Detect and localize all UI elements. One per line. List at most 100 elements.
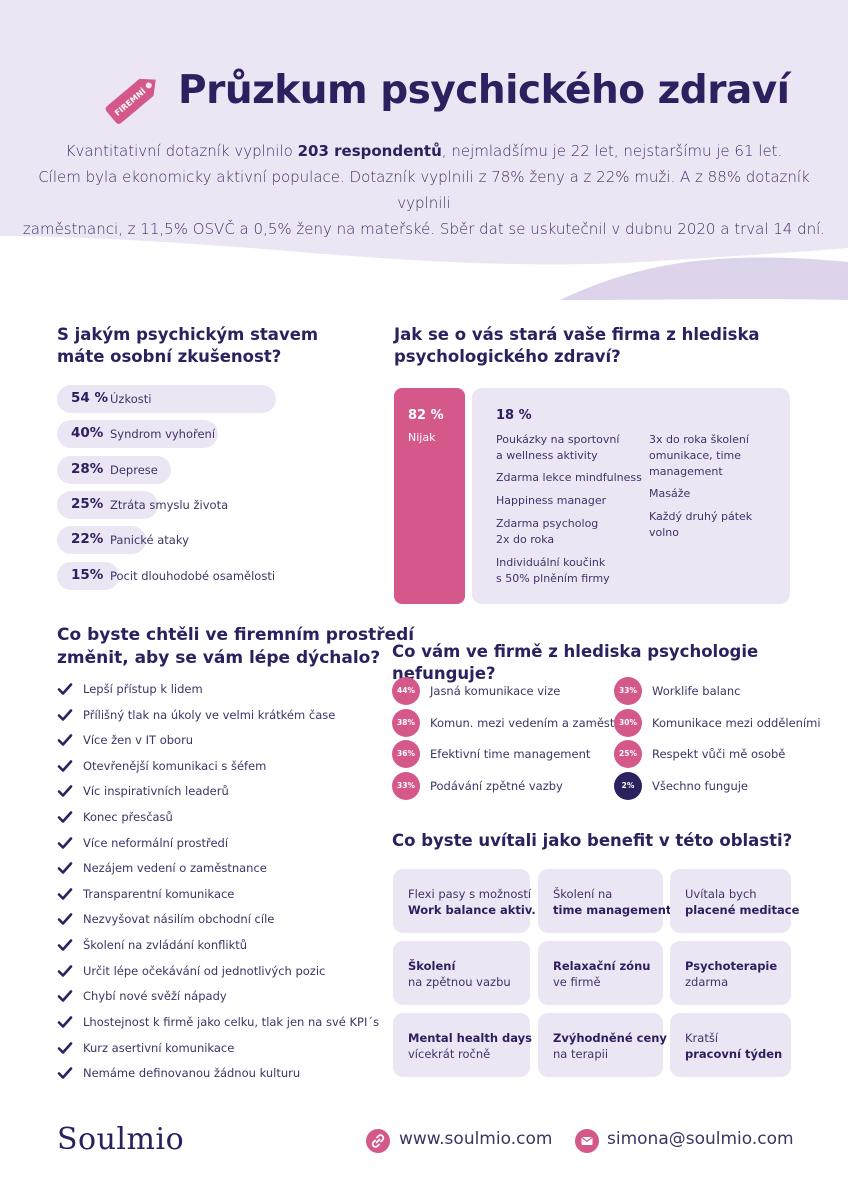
not-working-label: Podávání zpětné vazby (430, 779, 563, 793)
not-working-title: Co vám ve firmě z hlediska psychologie n… (392, 642, 759, 683)
care-title: Jak se o vás stará vaše firma z hlediska… (394, 324, 760, 368)
wish-label: Lepší přístup k lidem (83, 682, 203, 696)
benefit-line1: Zvýhodněné ceny (553, 1031, 667, 1045)
percent-badge: 33% (614, 677, 642, 705)
wish-label: Více žen v IT oboru (83, 733, 194, 747)
percent-badge: 38% (392, 709, 420, 737)
wish-label: Nezájem vedení o zaměstnance (83, 861, 267, 875)
not-working-label: Efektivní time management (430, 747, 591, 761)
website-link[interactable]: www.soulmio.com (399, 1129, 553, 1149)
check-icon (57, 709, 73, 721)
experience-pct: 15% (71, 567, 104, 583)
benefit-line2: na zpětnou vazbu (408, 975, 511, 989)
percent-badge: 44% (392, 677, 420, 705)
check-icon (57, 1016, 73, 1028)
check-icon (57, 683, 73, 695)
tag-icon: FIREMNÍ (105, 78, 156, 124)
wish-label: Chybí nové svěží nápady (83, 989, 227, 1003)
experience-pct: 28% (71, 461, 104, 477)
benefit-line2: vícekrát ročně (408, 1047, 491, 1061)
wish-label: Kurz asertivní komunikace (83, 1041, 235, 1055)
care-item: Zdarma psycholog 2x do roka (496, 517, 599, 546)
benefit-line2: Work balance aktiv. (408, 903, 536, 917)
link-icon (366, 1129, 390, 1153)
care-title-line1: Jak se o vás stará vaše firma z hlediska (394, 325, 760, 344)
not-working-label: Jasná komunikace vize (430, 684, 561, 698)
benefit-line1: Školení na (553, 887, 613, 901)
care-title-line2: psychologického zdraví? (394, 347, 621, 366)
care-item: Každý druhý pátek volno (649, 510, 753, 539)
benefit-line2: pracovní týden (685, 1047, 783, 1061)
experience-bar (57, 562, 119, 590)
benefit-card: Zvýhodněné ceny na terapii (538, 1013, 667, 1077)
experience-bar (57, 385, 276, 413)
experience-title-line1: S jakým psychickým stavem (57, 325, 319, 344)
benefit-card: Mental health days vícekrát ročně (393, 1013, 532, 1077)
percent-badge: 33% (392, 772, 420, 800)
check-icon (57, 837, 73, 849)
wish-label: Přílišný tlak na úkoly ve velmi krátkém … (83, 708, 336, 722)
experience-title: S jakým psychickým stavem máte osobní zk… (57, 324, 318, 368)
not-working-label: Komunikace mezi odděleními (652, 716, 821, 730)
benefit-line2: ve firmě (553, 975, 601, 989)
care-item: 3x do roka školení omunikace, time manag… (649, 433, 749, 478)
benefit-card: Školení na time management (538, 869, 671, 933)
soulmio-logo: Soulmio (57, 1122, 185, 1157)
wish-label: Školení na zvládání konfliktů (83, 938, 248, 952)
not-working-label: Komun. mezi vedením a zaměst. (430, 716, 619, 730)
experience-bar (57, 491, 158, 519)
care-none-bar: 82 % Nijak (394, 388, 465, 604)
care-none-pct: 82 % (408, 408, 444, 423)
experience-bar (57, 526, 146, 554)
intro-line-2: Cílem byla ekonomicky aktivní populace. … (38, 168, 810, 212)
check-icon (57, 939, 73, 951)
intro-line-3: zaměstnanci, z 11,5% OSVČ a 0,5% ženy na… (22, 220, 826, 238)
wish-label: Transparentní komunikace (83, 887, 235, 901)
intro-before: Kvantitativní dotazník vyplnilo (65, 142, 298, 160)
check-icon (57, 965, 73, 977)
experience-label: Úzkosti (110, 392, 152, 406)
benefit-line1: Flexi pasy s možností (408, 887, 532, 901)
wishes-title-line2: změnit, aby se vám lépe dýchalo? (57, 648, 381, 668)
benefit-card: Uvítala bych placené meditace (670, 869, 799, 933)
benefit-card: Relaxační zónu ve firmě (538, 941, 663, 1005)
check-icon (57, 785, 73, 797)
benefit-line1: Mental health days (408, 1031, 532, 1045)
wish-label: Více neformální prostředí (83, 836, 229, 850)
wish-label: Otevřenější komunikaci s šéfem (83, 759, 267, 773)
care-none-label: Nijak (408, 431, 436, 444)
benefit-line1: Relaxační zónu (553, 959, 651, 973)
percent-badge: 30% (614, 709, 642, 737)
check-icon (57, 760, 73, 772)
benefit-line1: Kratší (685, 1031, 719, 1045)
care-item: Happiness manager (496, 494, 607, 507)
email-link[interactable]: simona@soulmio.com (607, 1129, 794, 1149)
experience-bar (57, 420, 218, 448)
wish-label: Konec přesčasů (83, 810, 173, 824)
experience-bar (57, 456, 171, 484)
page-title: Průzkum psychického zdraví (178, 68, 790, 113)
wish-label: Nezvyšovat násilím obchodní cíle (83, 912, 275, 926)
care-item: Poukázky na sportovní a wellness aktivit… (496, 433, 620, 462)
intro-after: , nejmladšímu je 22 let, nejstaršímu je … (441, 142, 783, 160)
header-background (0, 0, 848, 300)
benefit-line1: Uvítala bych (685, 887, 757, 901)
percent-badge: 2% (614, 772, 642, 800)
check-icon (57, 734, 73, 746)
wish-label: Lhostejnost k firmě jako celku, tlak jen… (83, 1015, 380, 1029)
mail-icon (575, 1129, 599, 1153)
wish-label: Nemáme definovanou žádnou kulturu (83, 1066, 301, 1080)
experience-label: Deprese (110, 463, 158, 477)
benefit-card: Školení na zpětnou vazbu (393, 941, 530, 1005)
check-icon (57, 1067, 73, 1079)
experience-label: Syndrom vyhoření (110, 427, 216, 441)
benefit-card: Kratší pracovní týden (670, 1013, 791, 1077)
intro-respondents: 203 respondentů (297, 142, 442, 160)
check-icon (57, 862, 73, 874)
experience-pct: 22% (71, 531, 104, 547)
check-icon (57, 888, 73, 900)
benefit-line2: na terapii (553, 1047, 609, 1061)
percent-badge: 36% (392, 740, 420, 768)
not-working-label: Worklife balanc (652, 684, 741, 698)
wish-label: Určit lépe očekávání od jednotlivých poz… (83, 964, 326, 978)
